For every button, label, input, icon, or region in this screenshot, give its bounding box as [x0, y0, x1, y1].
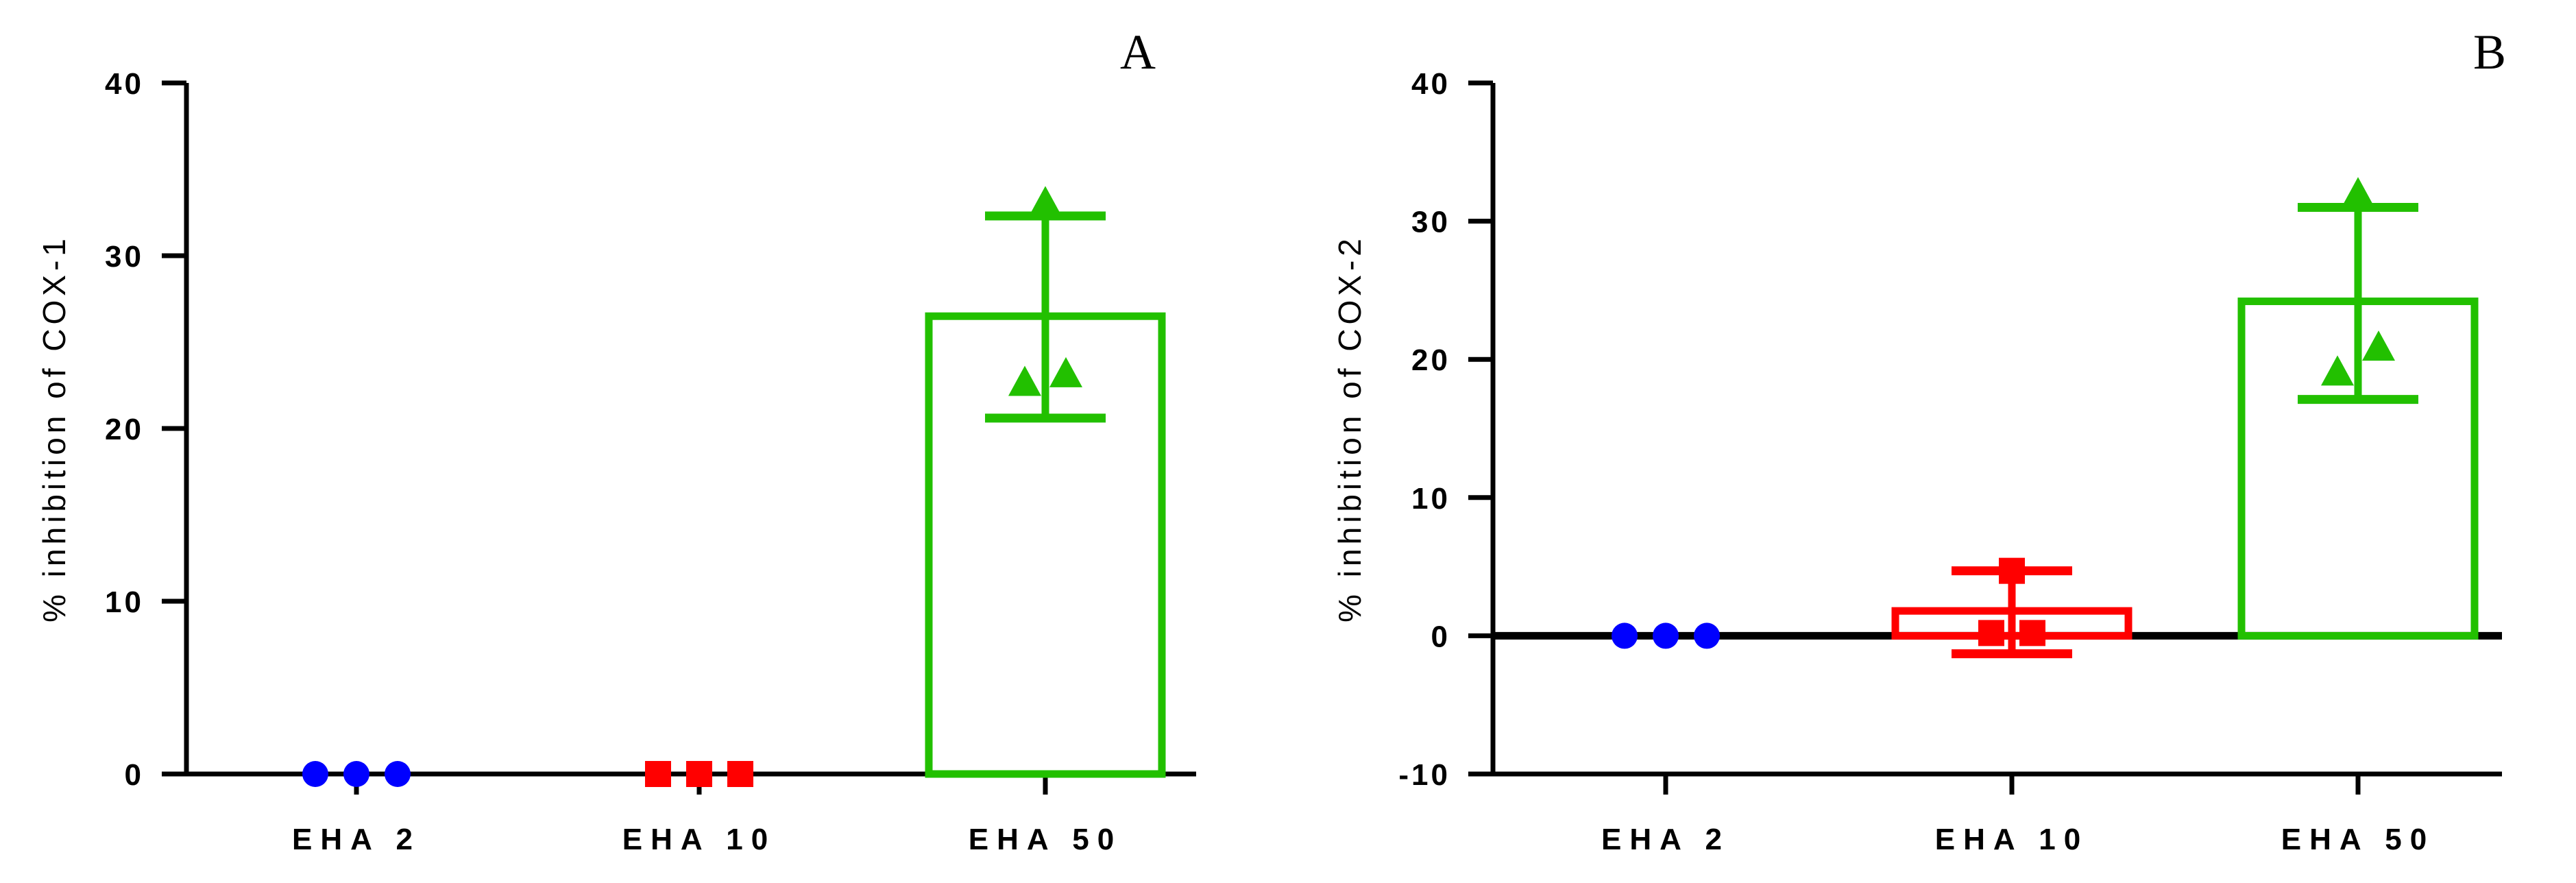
y-tick-label: 0 [125, 758, 144, 792]
y-tick-label: -10 [1398, 758, 1450, 792]
data-point [1694, 622, 1720, 649]
y-tick-label: 40 [105, 67, 144, 101]
data-point [2019, 620, 2045, 646]
panel-a-chart: 0 10 20 30 40 % inhibition of COX-1 A EHA 2 EHA … [36, 25, 1196, 856]
data-point [1049, 356, 1082, 387]
y-tick-label: 10 [1411, 482, 1450, 516]
data-point [1653, 622, 1679, 649]
panel-label: A [1120, 25, 1156, 80]
x-category-label: EHA 50 [969, 823, 1122, 856]
data-point [1029, 186, 1062, 217]
data-point [2321, 355, 2354, 386]
data-point [1999, 557, 2025, 584]
y-tick-label: 30 [105, 240, 144, 274]
data-point [727, 761, 753, 787]
x-category-label: EHA 10 [1935, 823, 2089, 856]
y-tick-label: 40 [1411, 67, 1450, 101]
data-point [645, 761, 671, 787]
y-tick-label: 20 [1411, 343, 1450, 377]
data-point [1978, 620, 2004, 646]
y-tick-label: 10 [105, 585, 144, 619]
data-point [302, 761, 328, 787]
data-point [2362, 330, 2395, 361]
y-axis-title: % inhibition of COX-2 [1332, 234, 1368, 622]
data-point [2342, 177, 2374, 208]
data-point [385, 761, 411, 787]
panel-label: B [2473, 25, 2506, 80]
panel-b-chart: -10 0 10 20 30 40 % inhibition of COX-2 B EHA 2 E… [1332, 25, 2506, 856]
y-axis-title: % inhibition of COX-1 [36, 234, 72, 622]
y-tick-label: 20 [105, 413, 144, 446]
y-tick-label: 30 [1411, 206, 1450, 239]
x-category-label: EHA 2 [1601, 823, 1730, 856]
x-category-label: EHA 2 [292, 823, 421, 856]
data-point [1008, 365, 1041, 396]
y-tick-label: 0 [1431, 620, 1450, 653]
data-point [686, 761, 712, 787]
x-category-label: EHA 50 [2281, 823, 2435, 856]
data-point [343, 761, 369, 787]
x-category-label: EHA 10 [622, 823, 776, 856]
data-point [1612, 622, 1638, 649]
